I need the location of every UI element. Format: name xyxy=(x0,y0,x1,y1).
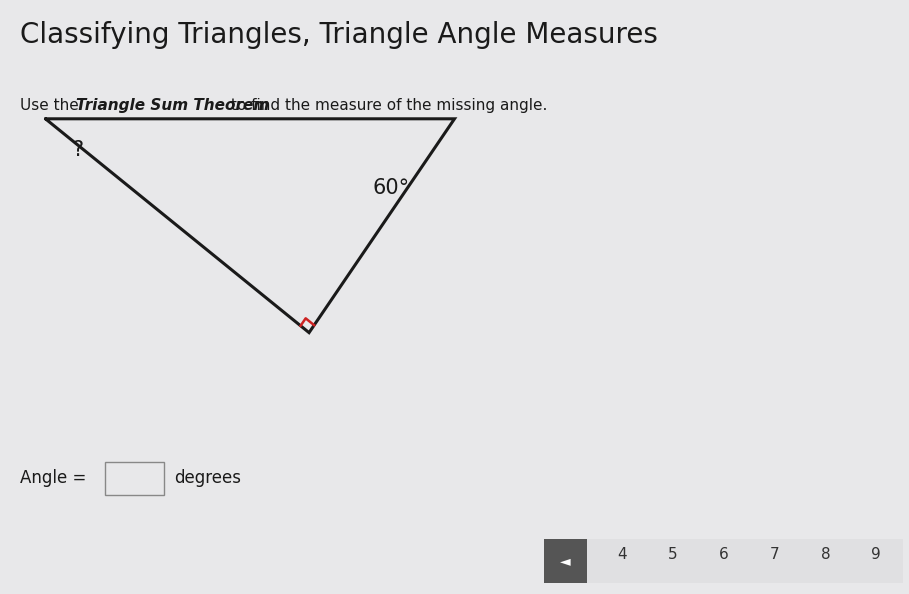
Text: 9: 9 xyxy=(872,547,881,562)
Text: 7: 7 xyxy=(770,547,779,562)
Text: 60°: 60° xyxy=(373,178,410,198)
Text: ?: ? xyxy=(73,140,84,160)
Text: 4: 4 xyxy=(617,547,626,562)
Text: 6: 6 xyxy=(719,547,728,562)
Text: 8: 8 xyxy=(821,547,830,562)
Text: ◄: ◄ xyxy=(560,554,571,568)
Text: degrees: degrees xyxy=(175,469,242,487)
Text: to find the measure of the missing angle.: to find the measure of the missing angle… xyxy=(226,98,548,113)
Bar xyxy=(105,462,164,494)
Text: Angle =: Angle = xyxy=(20,469,92,487)
Text: Triangle Sum Theorem: Triangle Sum Theorem xyxy=(76,98,270,113)
Text: 5: 5 xyxy=(668,547,677,562)
Text: Classifying Triangles, Triangle Angle Measures: Classifying Triangles, Triangle Angle Me… xyxy=(20,21,658,49)
Text: Use the: Use the xyxy=(20,98,84,113)
